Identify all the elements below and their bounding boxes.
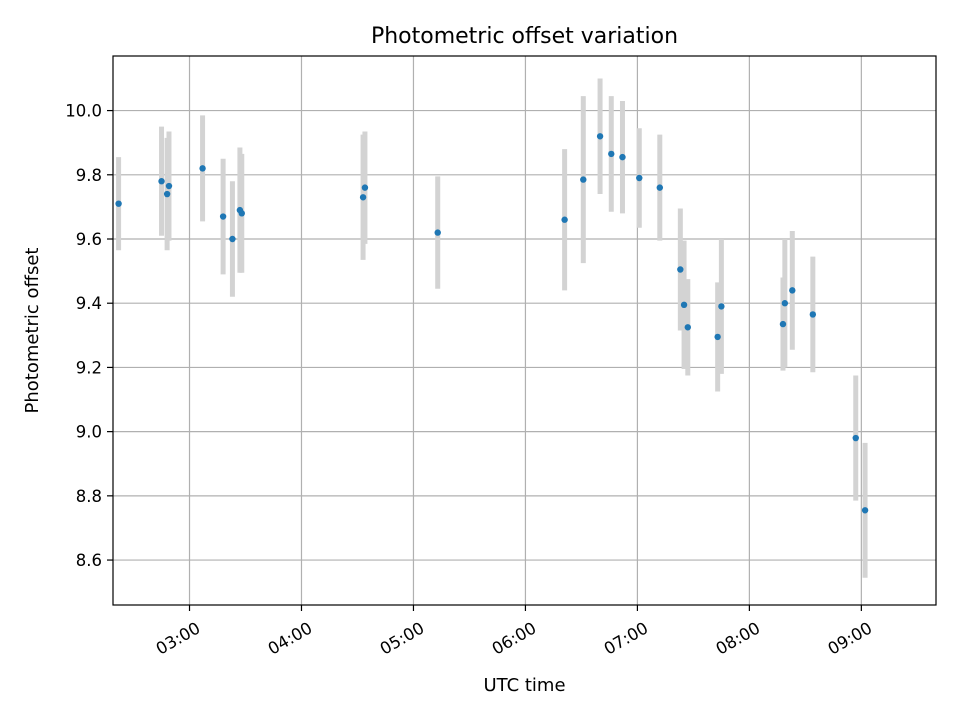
data-point	[861, 507, 869, 514]
data-point	[561, 216, 568, 223]
data-point	[219, 213, 227, 220]
y-tick-label: 9.8	[76, 166, 102, 185]
data-point	[608, 150, 615, 158]
data-point	[677, 266, 684, 273]
data-point	[229, 235, 236, 243]
data-point	[714, 333, 721, 341]
data-point	[718, 303, 725, 310]
data-point	[809, 311, 817, 318]
x-axis-label: UTC time	[483, 675, 565, 696]
chart-title: Photometric offset variation	[371, 24, 678, 49]
data-point	[361, 184, 369, 191]
data-point	[359, 194, 367, 201]
data-point	[680, 301, 688, 309]
y-tick-label: 8.6	[76, 551, 102, 570]
data-point	[580, 176, 587, 183]
data-points	[115, 133, 869, 514]
y-tick-label: 9.4	[76, 294, 102, 313]
y-tick-label: 9.0	[76, 423, 102, 442]
y-axis-label: Photometric offset	[22, 248, 43, 414]
data-point	[163, 190, 171, 198]
data-point	[619, 153, 626, 161]
grid	[113, 56, 936, 605]
data-point	[779, 320, 787, 328]
data-point	[158, 178, 165, 185]
data-point	[684, 324, 691, 331]
plot-area-frame	[112, 55, 937, 606]
data-point	[165, 182, 173, 190]
data-point	[434, 229, 441, 236]
data-point	[596, 133, 604, 140]
data-point	[781, 300, 789, 307]
data-point	[789, 287, 796, 294]
data-point	[852, 434, 859, 442]
y-tick-label: 9.2	[76, 358, 102, 377]
y-tick-label: 9.6	[76, 230, 102, 249]
data-point	[115, 200, 122, 207]
y-tick-label: 10.0	[65, 102, 102, 121]
data-point	[656, 184, 664, 191]
data-point	[636, 174, 643, 182]
y-tick-label: 8.8	[76, 487, 102, 506]
data-point	[238, 210, 245, 217]
data-point	[199, 165, 206, 172]
